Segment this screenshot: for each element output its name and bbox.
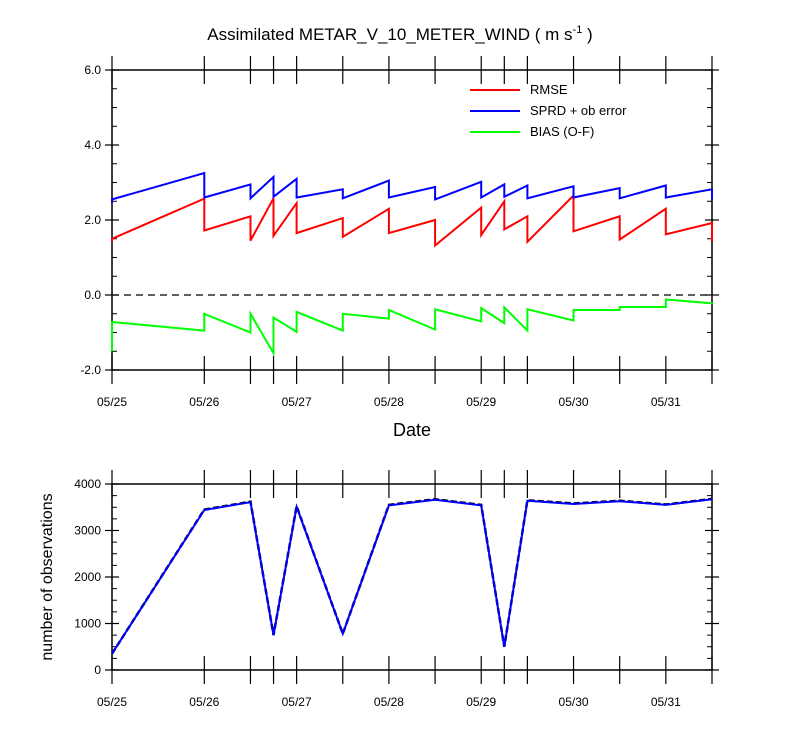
top-y-tick-label: 2.0 bbox=[84, 213, 101, 227]
top-y-tick-label: 4.0 bbox=[84, 138, 101, 152]
bottom-x-tick-label: 05/29 bbox=[466, 695, 496, 709]
bottom-series-line-obs-used bbox=[111, 498, 713, 655]
top-x-tick-label: 05/30 bbox=[559, 395, 589, 409]
bottom-x-tick-label: 05/30 bbox=[559, 695, 589, 709]
bottom-x-tick-label: 05/28 bbox=[374, 695, 404, 709]
top-y-tick-label: -2.0 bbox=[80, 363, 101, 377]
bottom-y-tick-label: 1000 bbox=[74, 617, 101, 631]
bottom-chart-panel: 0 1000 2000 3000 4000 05/25 05/26 05/27 05/28 05/… bbox=[39, 470, 719, 709]
bottom-x-tick-label: 05/26 bbox=[189, 695, 219, 709]
top-x-tick-label: 05/26 bbox=[189, 395, 219, 409]
chart-title-superscript: -1 bbox=[573, 24, 583, 36]
top-x-tick-label: 05/31 bbox=[651, 395, 681, 409]
top-x-tick-label: 05/29 bbox=[466, 395, 496, 409]
bottom-y-axis-title: number of observations bbox=[39, 493, 56, 660]
top-x-tick-label: 05/25 bbox=[97, 395, 127, 409]
legend-label-0: RMSE bbox=[530, 82, 568, 97]
legend-label-1: SPRD + ob error bbox=[530, 103, 627, 118]
top-y-tick-label: 6.0 bbox=[84, 63, 101, 77]
chart-title-end: ) bbox=[582, 25, 592, 44]
bottom-y-tick-label: 3000 bbox=[74, 524, 101, 538]
bottom-x-tick-label: 05/31 bbox=[651, 695, 681, 709]
top-series-line-bias-o-f bbox=[111, 298, 713, 357]
bottom-series-line-obs-possible bbox=[110, 497, 713, 655]
bottom-x-tick-label: 05/25 bbox=[97, 695, 127, 709]
bottom-x-tick-label: 05/27 bbox=[282, 695, 312, 709]
top-series-line-rmse bbox=[111, 193, 713, 248]
top-x-axis-title: Date bbox=[393, 420, 431, 440]
legend-label-2: BIAS (O-F) bbox=[530, 124, 594, 139]
top-x-tick-label: 05/27 bbox=[282, 395, 312, 409]
top-y-tick-label: 0.0 bbox=[84, 288, 101, 302]
chart-title: Assimilated METAR_V_10_METER_WIND ( m s-… bbox=[207, 24, 592, 44]
chart-title-main: Assimilated METAR_V_10_METER_WIND ( m s bbox=[207, 25, 572, 44]
bottom-y-tick-label: 0 bbox=[94, 663, 101, 677]
bottom-y-tick-label: 4000 bbox=[74, 477, 101, 491]
bottom-y-tick-label: 2000 bbox=[74, 570, 101, 584]
top-series-line-sprd-ob-error bbox=[111, 171, 713, 204]
top-chart-panel: -2.0 0.0 2.0 4.0 6.0 05/25 05/26 05/27 05/28 05/2… bbox=[80, 24, 719, 440]
top-x-tick-label: 05/28 bbox=[374, 395, 404, 409]
